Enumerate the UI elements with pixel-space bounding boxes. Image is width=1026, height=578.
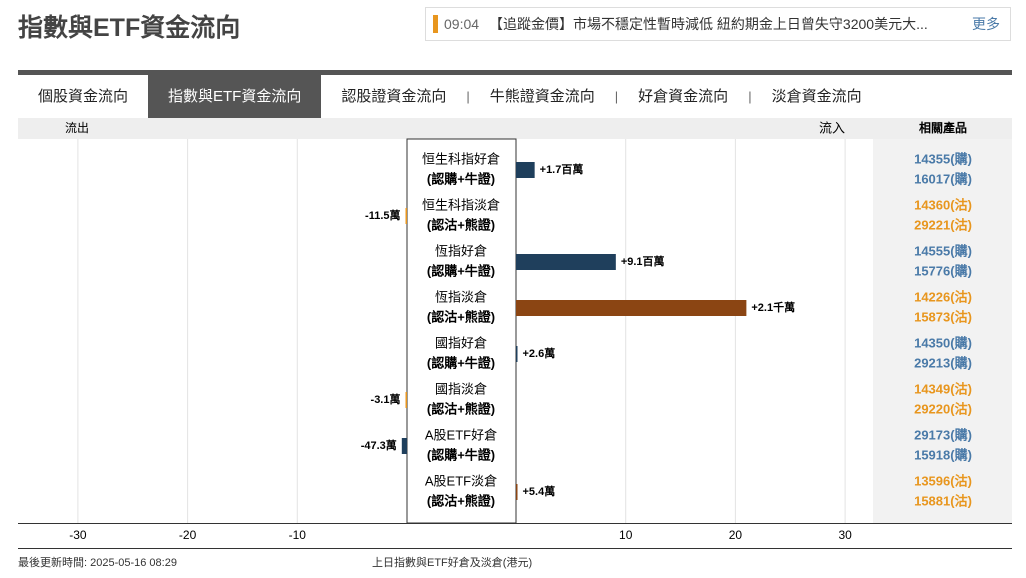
x-tick-label: 10	[619, 528, 633, 542]
value-label: -11.5萬	[365, 208, 400, 222]
product-link[interactable]: 29221(沽)	[914, 217, 972, 232]
bar	[405, 392, 407, 408]
product-link[interactable]: 29213(購)	[914, 355, 972, 370]
product-link[interactable]: 14350(購)	[914, 335, 972, 350]
outflow-label: 流出	[65, 121, 89, 135]
category-sublabel: (認沽+熊證)	[427, 309, 495, 324]
product-link[interactable]: 15776(購)	[914, 263, 972, 278]
product-link[interactable]: 29173(購)	[914, 427, 972, 442]
tab[interactable]: 淡倉資金流向	[771, 88, 862, 105]
category-label: 恒生科指好倉	[422, 151, 500, 166]
bar	[405, 208, 407, 224]
value-label: +2.1千萬	[751, 300, 795, 314]
bar	[401, 438, 407, 454]
category-label: 恒生科指淡倉	[422, 197, 500, 212]
value-label: +1.7百萬	[540, 162, 584, 176]
tab-bar: 個股資金流向 指數與ETF資金流向 認股證資金流向 | 牛熊證資金流向 | 好倉資金流向 | 淡…	[18, 75, 1012, 118]
value-label: +9.1百萬	[621, 254, 665, 268]
category-label: 國指淡倉	[435, 381, 487, 396]
value-label: +2.6萬	[523, 346, 556, 360]
tab[interactable]: 好倉資金流向	[638, 88, 729, 105]
x-tick-label: -30	[69, 528, 87, 542]
chart-note: 上日指數與ETF好倉及淡倉(港元)	[372, 557, 533, 569]
product-link[interactable]: 14355(購)	[914, 151, 972, 166]
category-sublabel: (認購+牛證)	[427, 447, 495, 462]
tab[interactable]: 牛熊證資金流向	[489, 88, 595, 105]
news-ticker[interactable]: 09:04 【追蹤金價】市場不穩定性暫時減低 紐約期金上日曾失守3200美元大.…	[425, 7, 1011, 41]
category-sublabel: (認購+牛證)	[427, 263, 495, 278]
header-row	[18, 118, 1012, 139]
category-label: 恆指淡倉	[435, 289, 487, 304]
product-link[interactable]: 15881(沽)	[914, 493, 972, 508]
page-title: 指數與ETF資金流向	[18, 14, 241, 42]
product-link[interactable]: 14360(沽)	[914, 197, 972, 212]
product-link[interactable]: 14226(沽)	[914, 289, 972, 304]
update-time: 最後更新時間: 2025-05-16 08:29	[18, 557, 177, 569]
tab[interactable]: 個股資金流向	[38, 88, 129, 105]
tab[interactable]: 認股證資金流向	[341, 88, 447, 105]
bar	[516, 162, 535, 178]
bar	[516, 346, 518, 362]
news-marker	[433, 15, 438, 33]
tab-separator: |	[748, 89, 752, 104]
product-link[interactable]: 13596(沽)	[914, 473, 972, 488]
value-label: +5.4萬	[523, 484, 556, 498]
category-sublabel: (認沽+熊證)	[427, 493, 495, 508]
inflow-label: 流入	[819, 120, 845, 135]
x-tick-label: 20	[729, 528, 743, 542]
products-column	[873, 139, 1012, 523]
category-label: 國指好倉	[435, 335, 487, 350]
category-sublabel: (認購+牛證)	[427, 171, 495, 186]
news-text[interactable]: 【追蹤金價】市場不穩定性暫時減低 紐約期金上日曾失守3200美元大...	[489, 16, 928, 32]
news-time: 09:04	[444, 16, 480, 32]
x-tick-label: 30	[838, 528, 852, 542]
product-link[interactable]: 15873(沽)	[914, 309, 972, 324]
category-sublabel: (認購+牛證)	[427, 355, 495, 370]
value-label: -47.3萬	[361, 438, 397, 452]
bar	[516, 484, 518, 500]
divider	[18, 70, 1012, 75]
label-column	[406, 138, 517, 524]
category-label: 恆指好倉	[435, 243, 487, 258]
tab[interactable]: 指數與ETF資金流向	[148, 75, 322, 118]
x-tick-label: -10	[289, 528, 307, 542]
x-tick-label: -20	[179, 528, 197, 542]
more-link[interactable]: 更多	[972, 16, 1000, 32]
bar	[516, 254, 616, 270]
category-label: A股ETF淡倉	[425, 473, 497, 488]
tab-separator: |	[466, 89, 470, 104]
tab-separator: |	[614, 89, 619, 104]
bar	[516, 300, 747, 316]
products-header: 相關產品	[919, 120, 967, 135]
category-sublabel: (認沽+熊證)	[427, 401, 495, 416]
product-link[interactable]: 16017(購)	[914, 171, 972, 186]
product-link[interactable]: 29220(沽)	[914, 401, 972, 416]
product-link[interactable]: 14555(購)	[914, 243, 972, 258]
category-sublabel: (認沽+熊證)	[427, 217, 495, 232]
category-label: A股ETF好倉	[425, 427, 497, 442]
product-link[interactable]: 15918(購)	[914, 447, 972, 462]
value-label: -3.1萬	[371, 392, 401, 406]
product-link[interactable]: 14349(沽)	[914, 381, 972, 396]
